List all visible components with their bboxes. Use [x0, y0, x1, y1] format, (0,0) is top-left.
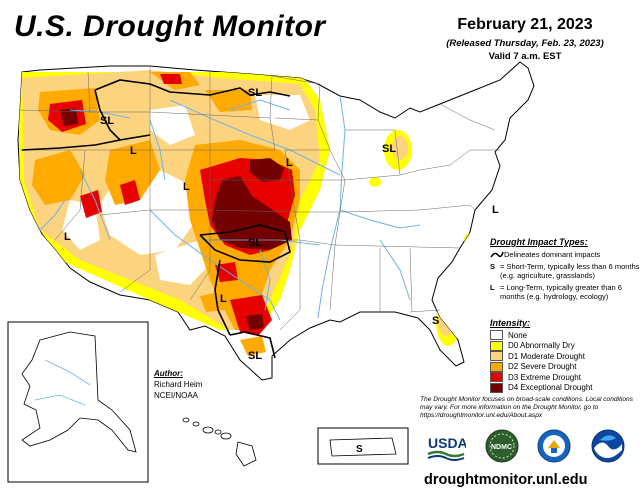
label-s-puerto-rico: S [356, 444, 363, 455]
impact-labels: SL SL L L SL L L SL L L S SL [64, 87, 499, 362]
swatch-d1 [490, 351, 503, 362]
disclaimer-text: The Drought Monitor focuses on broad-sca… [420, 396, 633, 419]
impact-short-term-text: = Short-Term, typically less than 6 mont… [500, 262, 640, 280]
intensity-legend: Intensity: None D0 Abnormally Dry D1 Mod… [490, 318, 640, 393]
intensity-label: D2 Severe Drought [508, 362, 577, 372]
alaska-inset [7, 321, 149, 483]
impact-line-icon [490, 251, 504, 258]
usda-logo: USDA [427, 435, 466, 461]
label-l-idaho: L [130, 145, 137, 157]
intensity-item-d4: D4 Exceptional Drought [490, 382, 640, 394]
swatch-d2 [490, 361, 503, 372]
label-sl-north: SL [248, 87, 262, 99]
intensity-label: D3 Extreme Drought [508, 372, 581, 382]
impact-long-term-key: L [490, 283, 495, 292]
map-date: February 21, 2023 [457, 16, 593, 33]
label-l-colorado: L [183, 181, 190, 193]
impact-legend-title: Drought Impact Types: [490, 237, 588, 247]
label-sl-northwest: SL [100, 115, 114, 127]
impact-lines [21, 79, 291, 359]
author-block: Author: Richard Heim NCEI/NOAA [154, 368, 202, 401]
intensity-item-d2: D2 Severe Drought [490, 361, 640, 373]
hawaii-inset [182, 417, 257, 467]
puerto-rico-inset: S [317, 427, 409, 465]
alaska-shape [21, 331, 137, 453]
impact-line-row: Delineates dominant impacts [490, 250, 640, 259]
intensity-legend-title: Intensity: [490, 318, 531, 328]
author-org: NCEI/NOAA [154, 391, 199, 400]
author-label: Author: [154, 369, 183, 378]
ndmc-logo-text: NDMC [491, 444, 512, 451]
intensity-item-d3: D3 Extreme Drought [490, 372, 640, 383]
usda-logo-text: USDA [428, 435, 466, 451]
intensity-label: D0 Abnormally Dry [508, 341, 575, 351]
commerce-seal [537, 429, 571, 463]
impact-long-term-row: L = Long-Term, typically greater than 6 … [490, 283, 640, 301]
valid-time: Valid 7 a.m. EST [488, 51, 562, 62]
label-sl-plains: SL [248, 237, 262, 249]
label-sl-michigan: SL [382, 143, 396, 155]
intensity-label: D4 Exceptional Drought [508, 383, 593, 393]
intensity-item-d1: D1 Moderate Drought [490, 351, 640, 362]
impact-short-term-key: S [490, 262, 496, 271]
intensity-label: D1 Moderate Drought [508, 351, 585, 361]
impact-legend: Drought Impact Types: Delineates dominan… [490, 238, 640, 304]
noaa-logo [591, 429, 625, 463]
intensity-label: None [508, 330, 528, 340]
impact-line-text: Delineates dominant impacts [504, 250, 601, 259]
label-l-texas: L [220, 293, 227, 305]
date-block: February 21, 2023 (Released Thursday, Fe… [420, 16, 630, 62]
label-l-california: L [64, 231, 71, 243]
impact-long-term-text: = Long-Term, typically greater than 6 mo… [500, 283, 622, 301]
author-name: Richard Heim [154, 380, 203, 389]
swatch-none [490, 330, 503, 341]
label-s-florida: S [432, 315, 439, 327]
ndmc-logo: NDMC [485, 429, 519, 463]
release-date: (Released Thursday, Feb. 23, 2023) [446, 38, 604, 49]
intensity-item-none: None [490, 330, 640, 341]
swatch-d3 [490, 372, 503, 383]
impact-short-term-row: S = Short-Term, typically less than 6 mo… [490, 262, 640, 280]
website-url[interactable]: droughtmonitor.unl.edu [424, 472, 588, 488]
swatch-d0 [490, 340, 503, 351]
label-sl-south-texas: SL [248, 350, 262, 362]
intensity-item-d0: D0 Abnormally Dry [490, 340, 640, 352]
swatch-d4 [490, 382, 503, 393]
label-l-iowa: L [286, 157, 293, 169]
label-l-east: L [492, 204, 499, 216]
state-boundaries [19, 66, 500, 331]
map-title: U.S. Drought Monitor [14, 10, 326, 43]
